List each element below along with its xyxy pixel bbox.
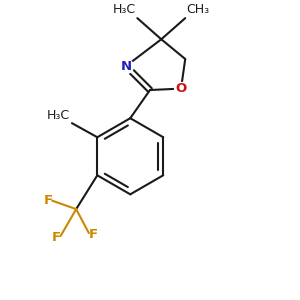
Text: H₃C: H₃C (46, 109, 70, 122)
Text: CH₃: CH₃ (187, 3, 210, 16)
Text: F: F (44, 194, 52, 207)
Text: F: F (52, 231, 61, 244)
Text: F: F (88, 228, 98, 241)
Text: N: N (121, 60, 132, 73)
Text: H₃C: H₃C (113, 3, 136, 16)
Text: O: O (176, 82, 187, 95)
